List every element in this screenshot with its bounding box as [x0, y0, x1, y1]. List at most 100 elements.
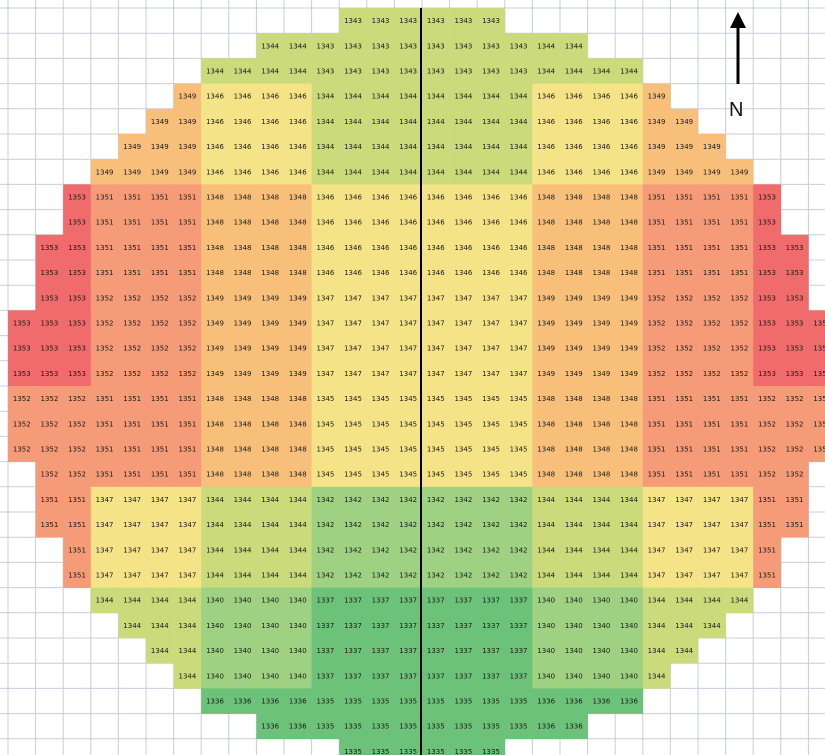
elevation-value-label: 1348: [206, 471, 224, 479]
elevation-value-label: 1344: [151, 622, 169, 630]
elevation-cell-fill: [780, 512, 809, 538]
elevation-cell: 1348: [256, 386, 285, 412]
elevation-cell: 1351: [173, 184, 202, 210]
elevation-value-label: 1353: [68, 294, 86, 302]
elevation-cell-fill: [670, 638, 699, 664]
elevation-cell-fill: [670, 587, 699, 614]
elevation-value-label: 1348: [620, 471, 638, 479]
elevation-cell-fill: [118, 562, 147, 588]
elevation-value-label: 1344: [206, 546, 224, 554]
elevation-cell: 1347: [311, 285, 340, 311]
elevation-value-label: 1348: [565, 471, 583, 479]
elevation-value-label: 1349: [537, 345, 555, 353]
elevation-value-label: 1343: [372, 42, 390, 50]
elevation-cell-fill: [477, 108, 506, 135]
elevation-cell-fill: [422, 486, 450, 513]
elevation-cell-fill: [173, 260, 202, 286]
elevation-cell-fill: [532, 285, 561, 311]
elevation-value-label: 1349: [592, 320, 610, 328]
elevation-cell-fill: [753, 537, 782, 563]
elevation-value-label: 1348: [206, 244, 224, 252]
elevation-cell: 1348: [587, 461, 616, 488]
elevation-cell: 1351: [118, 386, 147, 412]
elevation-cell-fill: [477, 260, 506, 286]
elevation-cell: 1351: [670, 461, 699, 488]
elevation-cell-fill: [284, 285, 312, 311]
elevation-cell-fill: [256, 33, 285, 59]
elevation-value-label: 1335: [399, 748, 417, 755]
elevation-value-label: 1337: [482, 622, 500, 630]
elevation-cell-fill: [256, 486, 285, 513]
elevation-cell-fill: [587, 58, 616, 84]
elevation-value-label: 1344: [427, 168, 445, 176]
elevation-cell-fill: [339, 8, 368, 34]
elevation-cell-fill: [642, 184, 671, 210]
elevation-value-label: 1340: [206, 622, 224, 630]
elevation-value-label: 1336: [537, 698, 555, 706]
elevation-cell: 1351: [35, 512, 64, 538]
elevation-cell: 1336: [560, 713, 588, 740]
elevation-value-label: 1345: [454, 420, 472, 428]
elevation-cell: 1347: [311, 310, 340, 336]
elevation-value-label: 1344: [372, 93, 390, 101]
elevation-cell: 1344: [228, 486, 257, 513]
elevation-value-label: 1349: [675, 168, 693, 176]
elevation-cell: 1348: [532, 436, 561, 462]
elevation-cell-fill: [725, 562, 754, 588]
elevation-cell-fill: [90, 411, 119, 437]
elevation-value-label: 1348: [261, 194, 279, 202]
elevation-value-label: 1337: [344, 647, 362, 655]
elevation-cell: 1344: [228, 58, 257, 84]
elevation-value-label: 1340: [261, 672, 279, 680]
elevation-cell: 1348: [615, 461, 644, 488]
elevation-value-label: 1335: [344, 698, 362, 706]
elevation-cell-fill: [228, 159, 257, 185]
elevation-cell-fill: [366, 83, 395, 110]
elevation-value-label: 1346: [620, 93, 638, 101]
elevation-value-label: 1351: [178, 471, 196, 479]
elevation-cell: 1347: [366, 335, 395, 362]
elevation-value-label: 1336: [234, 698, 252, 706]
elevation-cell: 1344: [532, 512, 561, 538]
elevation-value-label: 1349: [206, 294, 224, 302]
elevation-cell: 1353: [35, 360, 64, 387]
elevation-value-label: 1351: [648, 471, 666, 479]
elevation-cell: 1337: [311, 587, 340, 614]
elevation-cell-fill: [173, 159, 202, 185]
elevation-cell: 1347: [366, 360, 395, 387]
elevation-cell: 1346: [339, 184, 368, 210]
elevation-cell-fill: [8, 360, 36, 387]
elevation-cell-fill: [256, 335, 285, 362]
elevation-cell-fill: [698, 159, 726, 185]
elevation-cell-fill: [532, 562, 561, 588]
elevation-cell-fill: [366, 134, 395, 160]
elevation-cell-fill: [339, 461, 368, 488]
elevation-value-label: 1351: [730, 269, 748, 277]
elevation-value-label: 1351: [786, 496, 804, 504]
elevation-cell: 1348: [532, 411, 561, 437]
elevation-cell: 1348: [587, 386, 616, 412]
elevation-cell-fill: [725, 310, 754, 336]
elevation-cell: 1344: [642, 612, 671, 639]
elevation-cell-fill: [173, 512, 202, 538]
elevation-cell: 1351: [173, 411, 202, 437]
elevation-cell: 1344: [118, 612, 147, 639]
elevation-value-label: 1351: [730, 446, 748, 454]
elevation-cell-fill: [311, 310, 340, 336]
elevation-cell-fill: [698, 209, 726, 236]
elevation-value-label: 1352: [675, 294, 693, 302]
elevation-cell: 1351: [146, 184, 174, 210]
elevation-cell: 1347: [422, 335, 450, 362]
elevation-cell: 1344: [339, 108, 368, 135]
elevation-cell-fill: [146, 612, 174, 639]
elevation-value-label: 1348: [234, 420, 252, 428]
elevation-cell: 1351: [118, 411, 147, 437]
elevation-value-label: 1344: [289, 546, 307, 554]
elevation-cell-fill: [63, 310, 92, 336]
elevation-value-label: 1337: [454, 672, 472, 680]
elevation-cell-fill: [808, 360, 825, 387]
elevation-cell: 1346: [532, 83, 561, 110]
elevation-cell: 1347: [449, 310, 478, 336]
elevation-cell-fill: [477, 285, 506, 311]
